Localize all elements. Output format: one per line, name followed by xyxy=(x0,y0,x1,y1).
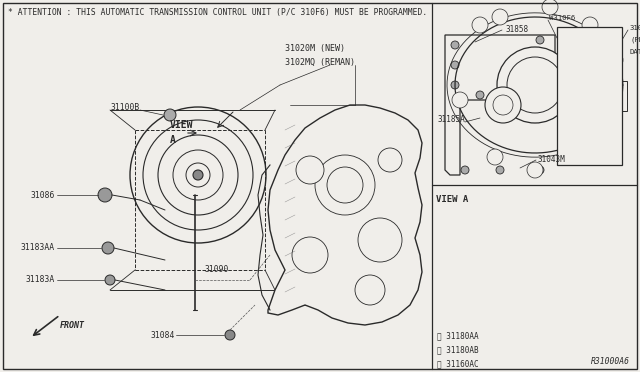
Text: Ⓑ 31180AB: Ⓑ 31180AB xyxy=(437,346,479,355)
Circle shape xyxy=(570,152,580,162)
Circle shape xyxy=(485,87,521,123)
Circle shape xyxy=(143,120,253,230)
Circle shape xyxy=(451,61,459,69)
Circle shape xyxy=(585,135,595,145)
Circle shape xyxy=(451,81,459,89)
Text: 31090: 31090 xyxy=(205,266,229,275)
Circle shape xyxy=(451,41,459,49)
Circle shape xyxy=(355,275,385,305)
Circle shape xyxy=(542,0,558,15)
Text: (PROGRAM: (PROGRAM xyxy=(630,37,640,43)
Circle shape xyxy=(493,95,513,115)
Text: Ⓒ 31160AC: Ⓒ 31160AC xyxy=(437,359,479,369)
Text: 31084: 31084 xyxy=(150,330,175,340)
Circle shape xyxy=(530,165,540,175)
Text: * ATTENTION : THIS AUTOMATIC TRANSMISSION CONTROL UNIT (P/C 310F6) MUST BE PROGR: * ATTENTION : THIS AUTOMATIC TRANSMISSIO… xyxy=(8,8,428,17)
Circle shape xyxy=(602,92,618,108)
Circle shape xyxy=(158,135,238,215)
Circle shape xyxy=(472,17,488,33)
Circle shape xyxy=(527,162,543,178)
Circle shape xyxy=(492,9,508,25)
Circle shape xyxy=(130,107,266,243)
Text: 31043M: 31043M xyxy=(537,155,564,164)
Circle shape xyxy=(461,166,469,174)
Circle shape xyxy=(102,242,114,254)
Text: 31086: 31086 xyxy=(31,190,55,199)
Text: FRONT: FRONT xyxy=(60,321,85,330)
Circle shape xyxy=(105,275,115,285)
Bar xyxy=(622,81,627,111)
Text: 31183AA: 31183AA xyxy=(21,244,55,253)
Text: 31100B: 31100B xyxy=(111,103,140,112)
Circle shape xyxy=(487,149,503,165)
Circle shape xyxy=(545,2,555,12)
Text: W310F6: W310F6 xyxy=(549,15,575,21)
Circle shape xyxy=(98,188,112,202)
Polygon shape xyxy=(445,35,555,175)
Circle shape xyxy=(490,152,500,162)
Circle shape xyxy=(164,109,176,121)
Circle shape xyxy=(605,95,615,105)
Circle shape xyxy=(455,95,465,105)
Circle shape xyxy=(378,148,402,172)
Text: 31183A: 31183A xyxy=(26,276,55,285)
Circle shape xyxy=(497,47,573,123)
Circle shape xyxy=(567,149,583,165)
Text: VIEW A: VIEW A xyxy=(436,195,468,204)
Circle shape xyxy=(496,166,504,174)
Circle shape xyxy=(495,12,505,22)
Circle shape xyxy=(475,20,485,30)
Circle shape xyxy=(315,155,375,215)
Circle shape xyxy=(173,150,223,200)
Circle shape xyxy=(536,36,544,44)
Circle shape xyxy=(610,55,620,65)
Text: 3102MQ (REMAN): 3102MQ (REMAN) xyxy=(285,58,355,67)
Circle shape xyxy=(358,218,402,262)
Bar xyxy=(557,27,622,165)
Circle shape xyxy=(507,57,563,113)
Circle shape xyxy=(186,163,210,187)
Text: VIEW: VIEW xyxy=(170,120,193,130)
Text: 31185A: 31185A xyxy=(437,115,465,125)
Text: 31020M (NEW): 31020M (NEW) xyxy=(285,44,345,52)
Text: 31858: 31858 xyxy=(505,26,528,35)
Circle shape xyxy=(476,91,484,99)
Circle shape xyxy=(582,17,598,33)
Text: DATA): DATA) xyxy=(630,49,640,55)
Circle shape xyxy=(292,237,328,273)
Circle shape xyxy=(582,132,598,148)
Circle shape xyxy=(225,330,235,340)
Text: Ⓐ 31180AA: Ⓐ 31180AA xyxy=(437,331,479,340)
Circle shape xyxy=(536,166,544,174)
Circle shape xyxy=(296,156,324,184)
Circle shape xyxy=(607,52,623,68)
Circle shape xyxy=(193,170,203,180)
Circle shape xyxy=(327,167,363,203)
Text: A: A xyxy=(170,135,176,145)
Polygon shape xyxy=(268,105,422,325)
Text: 31039: 31039 xyxy=(630,25,640,31)
Bar xyxy=(295,280,375,305)
Circle shape xyxy=(585,20,595,30)
Text: R31000A6: R31000A6 xyxy=(591,357,630,366)
Circle shape xyxy=(452,92,468,108)
